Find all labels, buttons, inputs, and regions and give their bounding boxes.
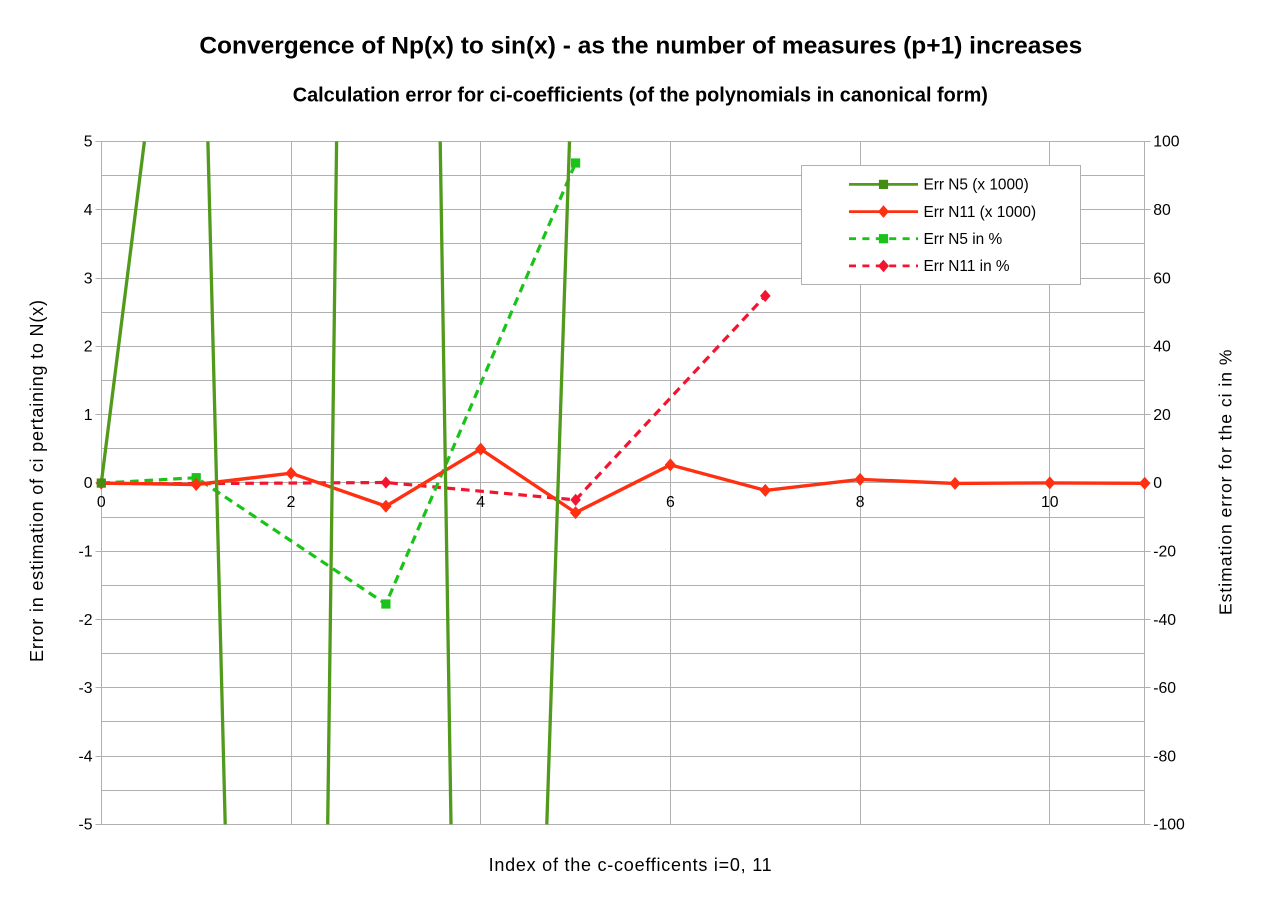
svg-text:-80: -80 [1153, 748, 1176, 765]
svg-text:-1: -1 [78, 544, 92, 561]
svg-text:2: 2 [287, 494, 296, 511]
svg-text:100: 100 [1153, 134, 1180, 151]
svg-text:Err N11 (x 1000): Err N11 (x 1000) [924, 204, 1037, 221]
svg-text:-3: -3 [78, 680, 92, 697]
svg-text:-4: -4 [78, 748, 92, 765]
svg-text:-40: -40 [1153, 612, 1176, 629]
svg-text:-20: -20 [1153, 544, 1176, 561]
svg-text:-5: -5 [78, 817, 92, 834]
svg-text:Estimation error for the ci in: Estimation error for the ci in % [1216, 349, 1236, 615]
svg-text:0: 0 [1153, 475, 1162, 492]
svg-text:10: 10 [1041, 494, 1059, 511]
svg-text:6: 6 [666, 494, 675, 511]
svg-text:60: 60 [1153, 270, 1171, 287]
svg-text:Error in estimation of ci pert: Error in estimation of ci pertaining to … [27, 299, 47, 662]
svg-text:8: 8 [856, 494, 865, 511]
svg-text:20: 20 [1153, 407, 1171, 424]
svg-text:4: 4 [84, 202, 93, 219]
svg-text:5: 5 [84, 134, 93, 151]
svg-text:-100: -100 [1153, 817, 1185, 834]
svg-text:Err N5 (x 1000): Err N5 (x 1000) [924, 177, 1029, 194]
svg-text:40: 40 [1153, 339, 1171, 356]
svg-text:1: 1 [84, 407, 93, 424]
svg-text:2: 2 [84, 339, 93, 356]
svg-text:Index of the c-coefficents i=0: Index of the c-coefficents i=0, 11 [489, 855, 773, 875]
svg-text:3: 3 [84, 270, 93, 287]
svg-text:4: 4 [476, 494, 485, 511]
svg-text:-2: -2 [78, 612, 92, 629]
svg-text:0: 0 [84, 475, 93, 492]
svg-text:-60: -60 [1153, 680, 1176, 697]
svg-text:Convergence of Np(x) to sin(x): Convergence of Np(x) to sin(x) - as the … [199, 33, 1082, 60]
svg-text:Err N11 in %: Err N11 in % [924, 258, 1010, 275]
svg-text:80: 80 [1153, 202, 1171, 219]
svg-text:Err N5 in %: Err N5 in % [924, 231, 1003, 248]
svg-text:Calculation error for ci-coeff: Calculation error for ci-coefficients (o… [293, 85, 988, 107]
svg-text:0: 0 [97, 494, 106, 511]
